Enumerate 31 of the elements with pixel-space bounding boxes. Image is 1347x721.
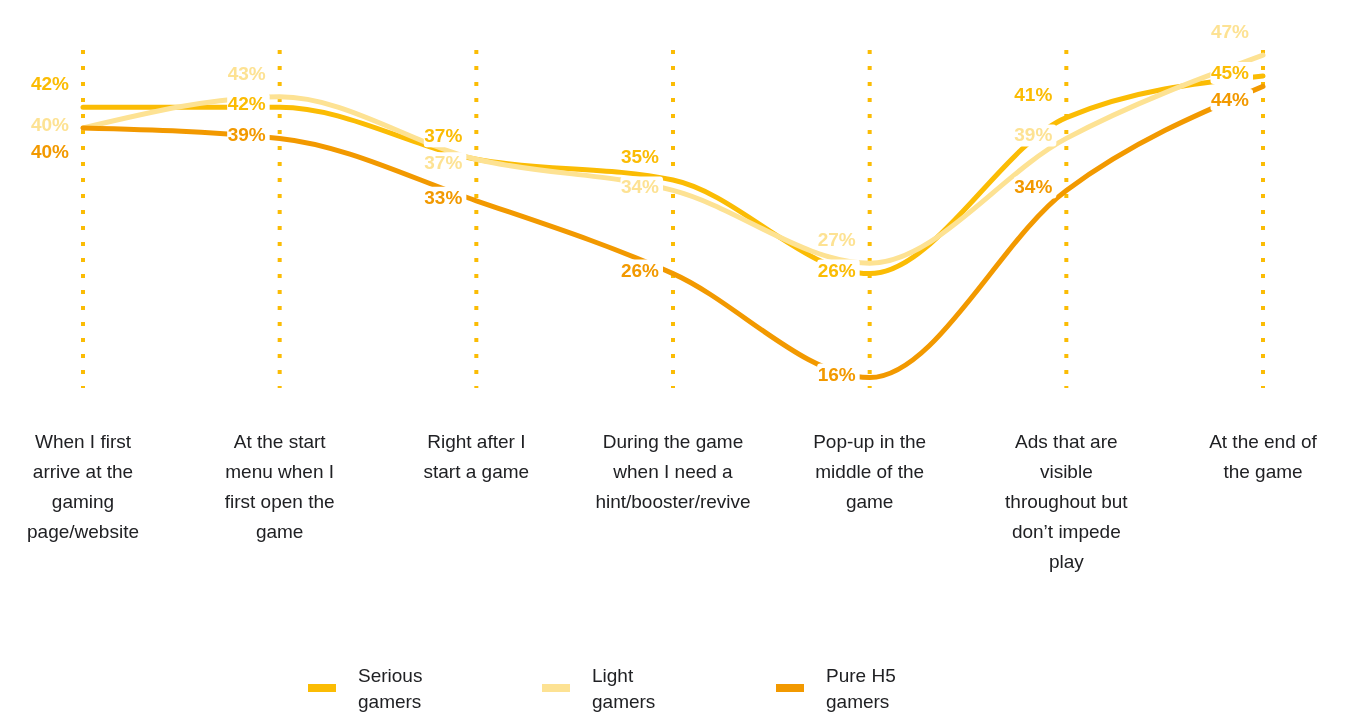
- data-label: 34%: [1014, 176, 1053, 198]
- legend-label: Pure H5 gamers: [826, 665, 896, 712]
- data-label: 43%: [227, 62, 266, 84]
- x-tick-label: At the end of the game: [1209, 431, 1318, 482]
- x-tick-label: Ads that are visible throughout but don’t impede play: [1005, 431, 1129, 572]
- legend-label: Serious gamers: [358, 665, 423, 712]
- data-label: 26%: [817, 259, 856, 281]
- data-label: 42%: [30, 73, 70, 95]
- data-label: 16%: [817, 363, 856, 385]
- data-label: 34%: [620, 176, 660, 198]
- data-label: 37%: [424, 152, 463, 174]
- data-label: 39%: [227, 124, 266, 146]
- x-tick-label: Pop-up in the middle of the game: [813, 431, 927, 512]
- data-label: 44%: [1210, 89, 1250, 110]
- data-label: 40%: [30, 141, 70, 162]
- data-label: 26%: [620, 259, 660, 281]
- x-tick-label: During the game when I need a hint/booster/revive: [595, 431, 751, 512]
- data-label: 27%: [817, 229, 856, 251]
- data-label: 41%: [1014, 83, 1053, 105]
- legend-label: Light gamers: [592, 665, 656, 712]
- data-label: 45%: [1210, 62, 1250, 83]
- x-tick-label: When I first arrive at the gaming page/website: [27, 431, 139, 542]
- x-tick-label: Right after I start a game: [423, 431, 530, 482]
- data-label: 42%: [227, 93, 266, 115]
- data-label: 47%: [1210, 21, 1250, 43]
- data-label: 35%: [620, 146, 660, 167]
- data-label: 33%: [424, 186, 463, 208]
- x-tick-label: At the start menu when I first open the game: [224, 431, 335, 542]
- data-label: 37%: [424, 125, 463, 147]
- data-label: 40%: [30, 114, 70, 135]
- data-label: 39%: [1014, 124, 1053, 146]
